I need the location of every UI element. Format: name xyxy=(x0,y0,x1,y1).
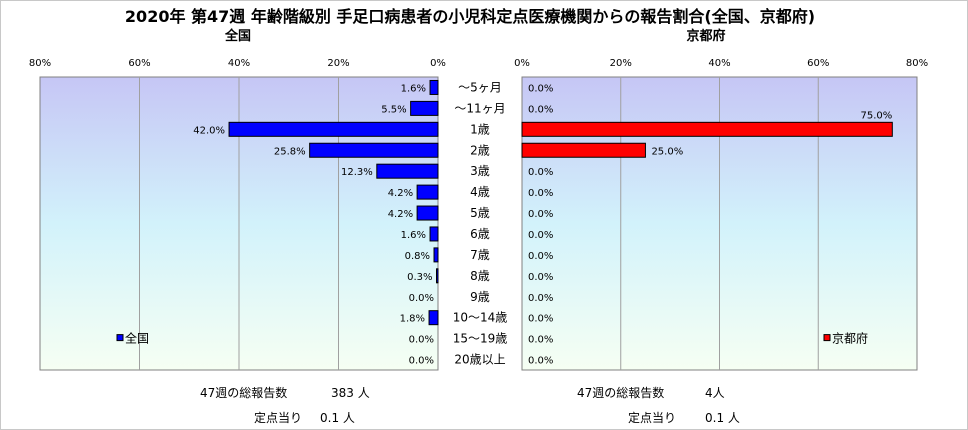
left-panel-subtitle: 全国 xyxy=(224,29,251,44)
right-data-label: 0.0% xyxy=(528,209,553,220)
national-per-label: 定点当り xyxy=(254,411,303,425)
category-label: 20歳以上 xyxy=(454,353,505,367)
right-x-tick-label: 60% xyxy=(807,58,829,69)
right-data-label: 0.0% xyxy=(528,314,553,325)
left-data-label: 4.2% xyxy=(388,209,413,220)
left-bar xyxy=(309,142,439,158)
right-legend-label: 京都府 xyxy=(832,331,868,346)
left-data-label: 1.8% xyxy=(400,314,425,325)
right-data-label: 0.0% xyxy=(528,167,553,178)
left-bar xyxy=(416,205,439,221)
category-label: 8歳 xyxy=(470,269,490,283)
left-bar xyxy=(429,226,439,242)
chart-title: 2020年 第47週 年齢階級別 手足口病患者の小児科定点医療機関からの報告割合… xyxy=(124,7,816,26)
left-data-label: 0.0% xyxy=(409,293,434,304)
right-data-label: 0.0% xyxy=(528,356,553,367)
category-label: 3歳 xyxy=(470,164,490,178)
right-data-label: 0.0% xyxy=(528,104,553,115)
kyoto-total-label: 47週の総報告数 xyxy=(577,386,665,400)
right-x-tick-label: 80% xyxy=(906,58,928,69)
left-data-label: 12.3% xyxy=(341,167,373,178)
category-label: 9歳 xyxy=(470,290,490,304)
right-data-label: 0.0% xyxy=(528,83,553,94)
category-label: ～11ヶ月 xyxy=(454,101,505,115)
left-data-label: 0.8% xyxy=(405,251,430,262)
right-data-label: 0.0% xyxy=(528,230,553,241)
left-data-label: 0.0% xyxy=(409,335,434,346)
left-data-label: 0.0% xyxy=(409,356,434,367)
right-x-tick-label: 0% xyxy=(514,58,530,69)
left-data-label: 4.2% xyxy=(388,188,413,199)
kyoto-per-label: 定点当り xyxy=(628,411,677,425)
left-bar xyxy=(436,268,439,284)
category-label: 4歳 xyxy=(470,185,490,199)
left-bar xyxy=(429,79,439,95)
national-per-value: 0.1 人 xyxy=(320,411,355,425)
national-total-value: 383 人 xyxy=(331,386,370,400)
left-x-tick-label: 80% xyxy=(29,58,51,69)
left-data-label: 0.3% xyxy=(407,272,432,283)
category-label: 7歳 xyxy=(470,248,490,262)
right-bar xyxy=(521,142,646,158)
right-data-label: 75.0% xyxy=(861,110,893,121)
category-label: ～5ヶ月 xyxy=(458,80,502,94)
category-label: 2歳 xyxy=(470,143,490,157)
left-x-tick-label: 40% xyxy=(228,58,250,69)
category-label: 10～14歳 xyxy=(453,311,508,325)
left-bar xyxy=(416,184,439,200)
left-bar xyxy=(428,310,439,326)
left-bar xyxy=(410,100,439,116)
category-label: 1歳 xyxy=(470,122,490,136)
left-data-label: 5.5% xyxy=(381,104,406,115)
right-data-label: 25.0% xyxy=(651,146,683,157)
right-data-label: 0.0% xyxy=(528,251,553,262)
left-legend-swatch xyxy=(116,334,124,342)
category-label: 5歳 xyxy=(470,206,490,220)
right-x-tick-label: 20% xyxy=(610,58,632,69)
right-bar xyxy=(521,121,893,137)
left-bar xyxy=(228,121,439,137)
right-data-label: 0.0% xyxy=(528,335,553,346)
left-data-label: 42.0% xyxy=(193,125,225,136)
category-label: 6歳 xyxy=(470,227,490,241)
left-x-tick-label: 60% xyxy=(128,58,150,69)
left-data-label: 25.8% xyxy=(274,146,306,157)
category-label: 15～19歳 xyxy=(453,332,508,346)
left-legend-label: 全国 xyxy=(125,331,149,346)
right-data-label: 0.0% xyxy=(528,293,553,304)
left-x-tick-label: 0% xyxy=(430,58,446,69)
right-x-tick-label: 40% xyxy=(708,58,730,69)
kyoto-total-value: 4人 xyxy=(705,386,725,400)
national-total-label: 47週の総報告数 xyxy=(200,386,288,400)
kyoto-per-value: 0.1 人 xyxy=(705,411,740,425)
right-data-label: 0.0% xyxy=(528,188,553,199)
right-data-label: 0.0% xyxy=(528,272,553,283)
right-legend-swatch xyxy=(823,334,831,342)
left-bar xyxy=(376,163,439,179)
left-x-tick-label: 20% xyxy=(327,58,349,69)
left-data-label: 1.6% xyxy=(401,230,426,241)
right-panel-subtitle: 京都府 xyxy=(686,29,726,44)
left-data-label: 1.6% xyxy=(401,83,426,94)
left-bar xyxy=(433,247,439,263)
